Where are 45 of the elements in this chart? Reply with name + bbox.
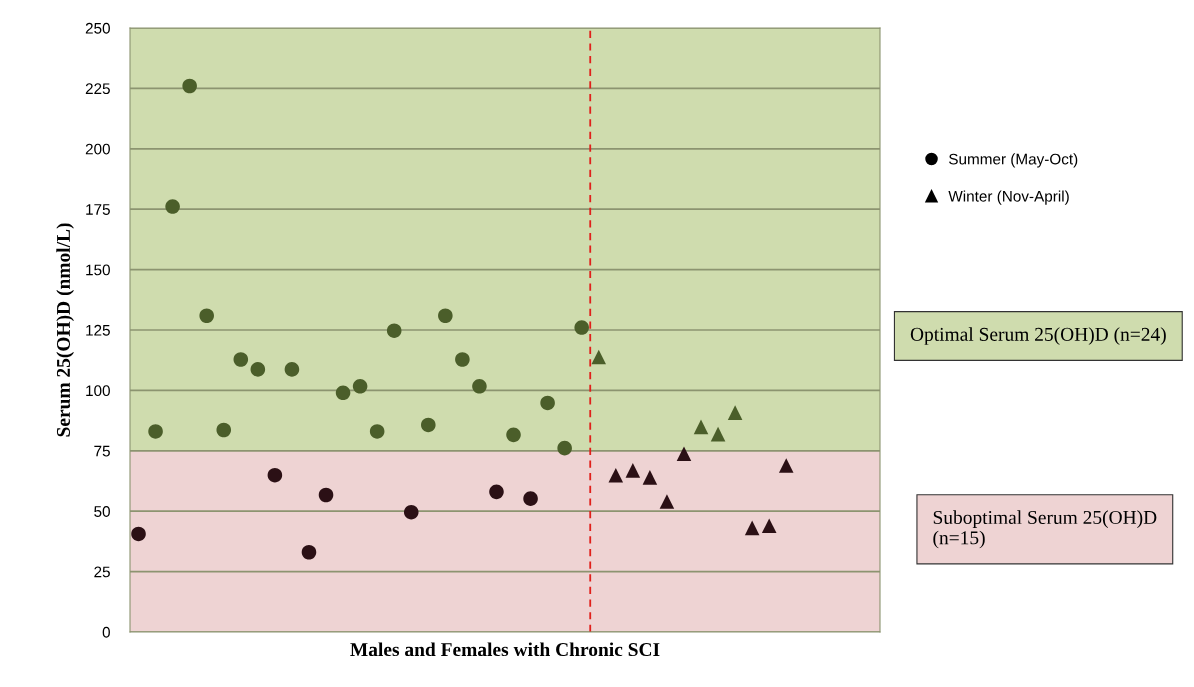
y-tick-label: 200 [85,143,110,155]
y-axis-title: Serum 25(OH)D (nmol/L) [56,223,74,437]
point [421,417,436,433]
point [352,379,368,394]
y-tick-label: 50 [94,506,110,517]
point [182,78,197,94]
point [455,352,470,367]
y-tick-label: 25 [94,566,110,578]
x-axis-title: Males and Females with Chronic SCI [350,642,660,657]
point [216,422,232,438]
point [574,320,589,335]
y-tick-label: 0 [102,626,110,638]
y-tick-label: 250 [85,22,110,34]
point [284,362,300,377]
point [761,518,777,533]
point [250,362,266,377]
point [506,427,521,443]
point [472,379,487,394]
y-tick-label: 175 [86,204,110,215]
point [369,424,385,439]
point [642,470,658,485]
band-label: Suboptimal Serum 25(OH)D (n=15) [933,510,1157,549]
point [165,199,180,214]
point [233,352,249,367]
point [148,424,163,439]
point [557,440,572,456]
point [335,385,351,401]
point [540,395,555,411]
point [778,458,794,473]
point [199,308,214,324]
point [386,323,402,339]
point [438,308,453,324]
y-tick-label: 150 [86,264,110,276]
y-tick-label: 100 [86,385,110,397]
band-label: Optimal Serum 25(OH)D (n=24) [910,327,1166,345]
point [625,463,641,478]
point [744,520,760,536]
y-tick-label: 125 [86,324,110,336]
text: Winter (Nov-April) [948,190,1069,205]
point [659,494,675,509]
point [676,446,692,461]
text: Summer (May-Oct) [949,153,1078,168]
point [608,467,624,483]
y-tick-label: 75 [94,445,110,457]
y-tick-label: 225 [85,83,110,95]
